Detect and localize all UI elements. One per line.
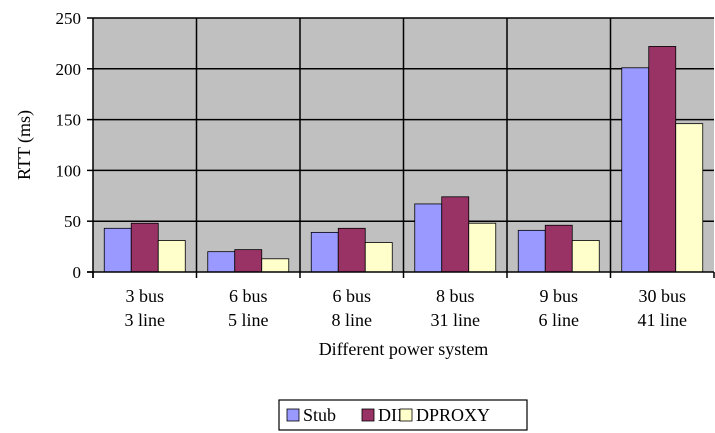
- y-tick-labels: 0 50 100 150 200 250: [56, 9, 82, 282]
- legend: Stub DII DPROXY: [278, 399, 528, 431]
- y-tick-label: 0: [73, 263, 82, 282]
- y-tick-label: 250: [56, 9, 82, 28]
- y-axis-title: RTT (ms): [14, 110, 35, 180]
- y-tick-label: 50: [64, 212, 81, 231]
- legend-label-dii: DII: [378, 405, 403, 425]
- bar-dii-5: [544, 224, 573, 273]
- bar-stub-4: [414, 203, 443, 273]
- bar-dii-2: [234, 249, 263, 273]
- x-tick-label: 6 bus: [332, 286, 371, 306]
- legend-swatch-stub: [286, 408, 300, 422]
- bar-stub-5: [517, 229, 546, 273]
- bar-dproxy-2: [261, 258, 290, 273]
- bar-dii-6: [648, 46, 677, 273]
- x-tick-labels: 3 bus 3 line 6 bus 5 line 6 bus 8 line 8 bus 31…: [125, 286, 688, 330]
- bar-stub-3: [310, 231, 339, 273]
- bar-stub-6: [621, 67, 650, 273]
- y-tick-label: 200: [56, 60, 82, 79]
- bar-dproxy-6: [675, 123, 704, 273]
- legend-label-dproxy: DPROXY: [416, 405, 490, 425]
- bar-dproxy-1: [157, 240, 186, 273]
- x-axis-title: Different power system: [319, 339, 489, 359]
- x-tick-label: 9 bus: [539, 286, 578, 306]
- x-tick-label: 31 line: [431, 310, 481, 330]
- x-tick-label: 6 bus: [229, 286, 268, 306]
- bar-dproxy-5: [571, 240, 600, 273]
- bar-stub-1: [103, 227, 132, 273]
- x-tick-label: 6 line: [539, 310, 580, 330]
- legend-swatch-dproxy: [399, 408, 413, 422]
- legend-label-stub: Stub: [303, 405, 336, 425]
- x-tick-label: 30 bus: [638, 286, 686, 306]
- x-tick-label: 8 bus: [436, 286, 475, 306]
- bar-dproxy-3: [364, 242, 393, 273]
- bars: [103, 46, 704, 273]
- x-tick-label: 3 line: [125, 310, 166, 330]
- x-tick-label: 3 bus: [125, 286, 164, 306]
- bar-dproxy-4: [468, 222, 497, 273]
- y-tick-label: 150: [56, 111, 82, 130]
- y-tick-label: 100: [56, 161, 82, 180]
- x-tick-label: 41 line: [638, 310, 688, 330]
- gridlines: [93, 17, 714, 272]
- axes: [87, 17, 715, 278]
- legend-swatch-dii: [361, 408, 375, 422]
- bar-dii-1: [130, 222, 159, 273]
- x-tick-label: 5 line: [228, 310, 269, 330]
- x-tick-label: 8 line: [332, 310, 373, 330]
- bar-dii-4: [441, 196, 470, 273]
- bar-dii-3: [337, 227, 366, 273]
- bar-stub-2: [207, 251, 236, 273]
